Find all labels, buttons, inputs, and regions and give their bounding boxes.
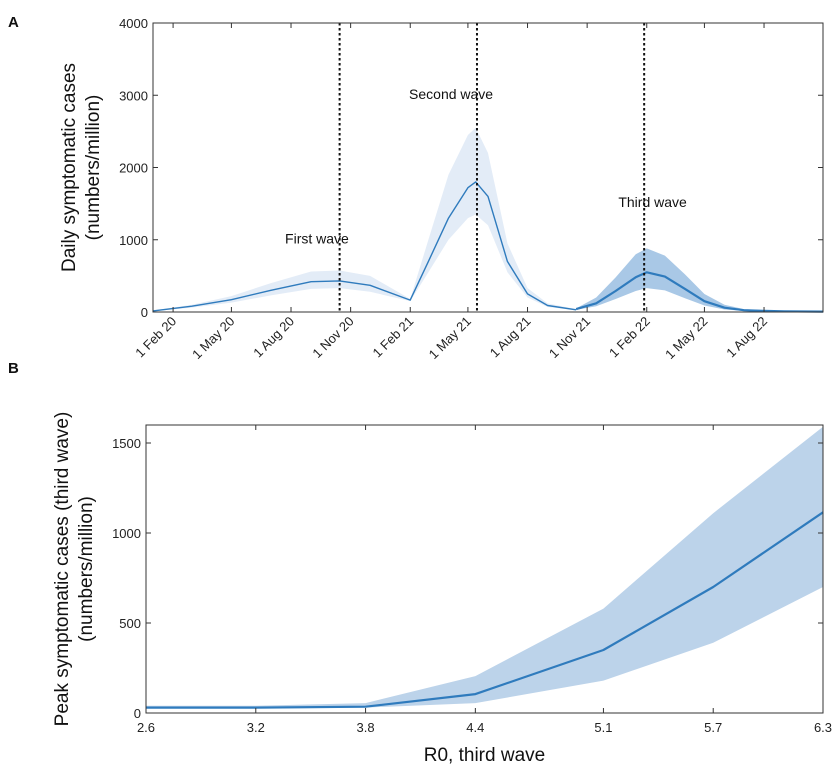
- y-axis-label-line: (numbers/million): [83, 95, 104, 241]
- x-tick-label: 1 May 20: [189, 314, 237, 362]
- y-axis-label-line: Daily symptomatic cases: [59, 63, 80, 272]
- chart-panel-a: First wave Second wave Third wave 0 1000 2000…: [59, 16, 824, 362]
- y-tick-label: 500: [119, 616, 141, 631]
- confidence-band-1: [576, 248, 823, 312]
- x-tick-label: 1 Aug 21: [487, 314, 534, 361]
- axes-frame: [145, 424, 824, 714]
- y-tick-label: 4000: [119, 16, 148, 31]
- x-tick-label: 1 Aug 22: [723, 314, 770, 361]
- x-tick-label: 1 May 22: [662, 314, 710, 362]
- x-tick-label: 1 Nov 21: [546, 314, 593, 361]
- y-axis-label: Peak symptomatic cases (third wave) (numb…: [52, 412, 97, 727]
- x-axis-label: R0, third wave: [424, 745, 545, 766]
- x-tick-label: 1 May 21: [426, 314, 474, 362]
- chart-panel-b: 0 500 1000 1500 2.6 3.2 3.8 4.4 5.1 5.7 6.3 Peak sy…: [52, 412, 832, 766]
- y-tick-label: 0: [141, 305, 148, 320]
- x-tick-label: 5.1: [594, 720, 612, 735]
- wave-annotation-2: Third wave: [618, 194, 687, 210]
- wave-annotation-0: First wave: [285, 230, 349, 246]
- x-tick-label: 3.8: [357, 720, 375, 735]
- confidence-band-0: [146, 426, 823, 709]
- series-line-0: [152, 181, 577, 312]
- x-tick-label: 1 Feb 20: [132, 314, 179, 361]
- panel-b-label: B: [8, 360, 19, 377]
- x-tick-label: 1 Feb 22: [606, 314, 653, 361]
- x-tick-label: 4.4: [466, 720, 484, 735]
- y-axis-label: Daily symptomatic cases (numbers/million): [59, 63, 104, 272]
- series-line-0: [146, 511, 824, 709]
- wave-annotation-1: Second wave: [409, 86, 493, 102]
- x-tick-label: 6.3: [814, 720, 832, 735]
- y-tick-label: 3000: [119, 88, 148, 103]
- x-tick-label: 1 Aug 20: [250, 314, 297, 361]
- x-tick-label: 2.6: [137, 720, 155, 735]
- y-axis-label-line: (numbers/million): [76, 496, 97, 642]
- x-tick-label: 1 Feb 21: [369, 314, 416, 361]
- y-tick-label: 1000: [119, 233, 148, 248]
- x-tick-label: 5.7: [704, 720, 722, 735]
- y-tick-label: 2000: [119, 161, 148, 176]
- confidence-band-0: [153, 127, 577, 312]
- y-axis-label-line: Peak symptomatic cases (third wave): [52, 412, 73, 727]
- panel-a-label: A: [8, 14, 19, 31]
- y-tick-label: 1000: [112, 526, 141, 541]
- x-tick-label: 1 Nov 20: [309, 314, 356, 361]
- y-tick-label: 0: [134, 706, 141, 721]
- x-tick-label: 3.2: [247, 720, 265, 735]
- y-tick-label: 1500: [112, 436, 141, 451]
